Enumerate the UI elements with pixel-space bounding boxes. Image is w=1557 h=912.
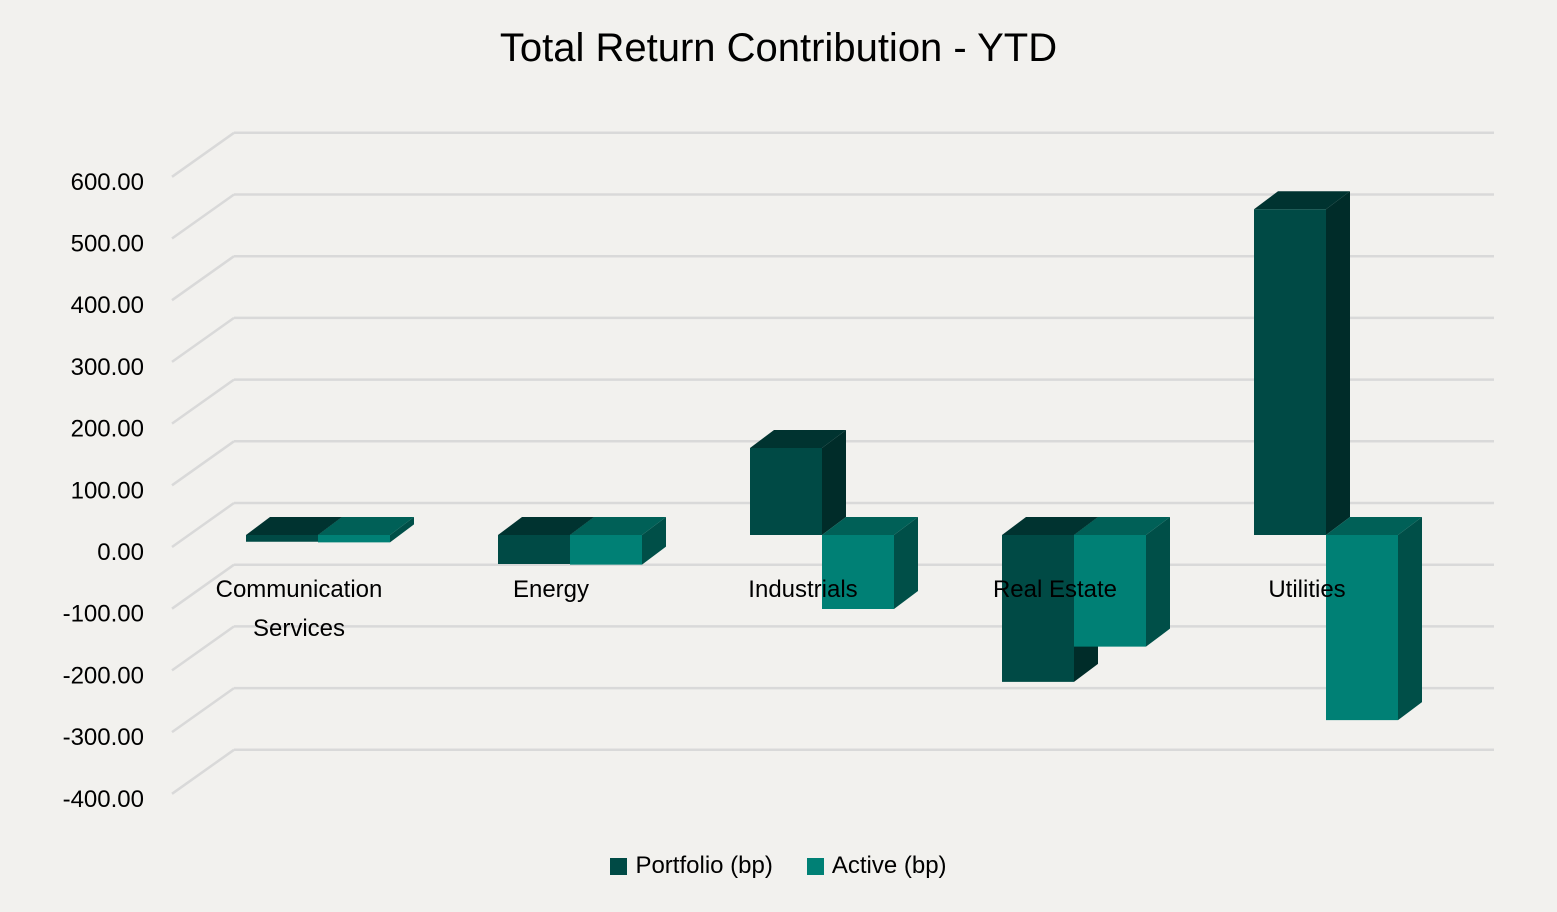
y-tick-label: 400.00 (71, 292, 144, 319)
gridline-depth (171, 378, 235, 425)
bar-top (822, 517, 918, 535)
bar-side (822, 430, 846, 535)
bar-active-4 (1326, 517, 1422, 721)
gridline-depth (171, 563, 235, 610)
bar-portfolio-4 (1254, 191, 1350, 535)
bar-front (750, 448, 822, 535)
x-category-label: Real Estate (993, 576, 1117, 603)
legend-swatch-portfolio (610, 857, 628, 875)
bar-front (822, 535, 894, 610)
gridline-depth (171, 131, 235, 178)
bar-top (1002, 517, 1098, 535)
bar-top (1074, 517, 1170, 535)
x-category-label: Utilities (1268, 576, 1345, 603)
gridline-depth (171, 255, 235, 302)
gridline-depth (171, 501, 235, 549)
bar-front (498, 535, 570, 564)
x-category-label: Industrials (748, 576, 857, 603)
bar-side (894, 517, 918, 610)
legend: Portfolio (bp) Active (bp) (0, 852, 1557, 880)
gridline-depth (171, 687, 235, 734)
y-tick-label: 300.00 (71, 354, 144, 381)
bar-active-2 (822, 517, 918, 610)
bar-front (1074, 535, 1146, 647)
gridline-depth (171, 748, 235, 795)
bar-top (246, 517, 342, 535)
bar-portfolio-2 (750, 430, 846, 535)
bar-front (1002, 535, 1074, 682)
bar-front (318, 535, 390, 543)
gridline-depth (171, 440, 235, 487)
bar-active-0 (318, 517, 414, 543)
y-tick-label: -400.00 (63, 786, 144, 813)
y-tick-label: -300.00 (63, 724, 144, 751)
bar-side (1146, 517, 1170, 647)
bar-front (1254, 209, 1326, 535)
gridline-depth (171, 193, 235, 240)
bar-top (498, 517, 594, 535)
bar-top (750, 430, 846, 449)
bar-top (1254, 191, 1350, 210)
bar-top (318, 517, 414, 535)
gridline-depth (171, 316, 235, 363)
bar-front (570, 535, 642, 565)
bar-side (642, 517, 666, 565)
x-category-label: Communication (216, 576, 383, 603)
x-category-label: Energy (513, 576, 589, 603)
chart-title: Total Return Contribution - YTD (499, 26, 1058, 70)
bar-top (570, 517, 666, 535)
y-tick-label: 200.00 (71, 416, 144, 443)
legend-label-active: Active (bp) (831, 852, 947, 879)
legend-swatch-active (806, 857, 824, 875)
bar-side (1326, 191, 1350, 535)
legend-label-portfolio: Portfolio (bp) (635, 852, 773, 879)
x-category-label: Services (253, 615, 345, 642)
gridline-depth (171, 625, 235, 672)
bar-active-3 (1074, 517, 1170, 647)
y-tick-label: 600.00 (71, 169, 144, 196)
bar-side (1398, 517, 1422, 721)
y-tick-label: 500.00 (71, 231, 144, 258)
bar-front (246, 535, 318, 542)
y-tick-label: 0.00 (97, 539, 144, 566)
legend-item-active: Active (bp) (806, 852, 947, 880)
bar-front (1326, 535, 1398, 721)
bar-side (390, 517, 414, 543)
legend-item-portfolio: Portfolio (bp) (610, 852, 773, 880)
bar-active-1 (570, 517, 666, 565)
y-tick-label: -200.00 (63, 662, 144, 689)
bar-top (1326, 517, 1422, 535)
y-tick-label: -100.00 (63, 601, 144, 628)
y-tick-label: 100.00 (71, 477, 144, 504)
